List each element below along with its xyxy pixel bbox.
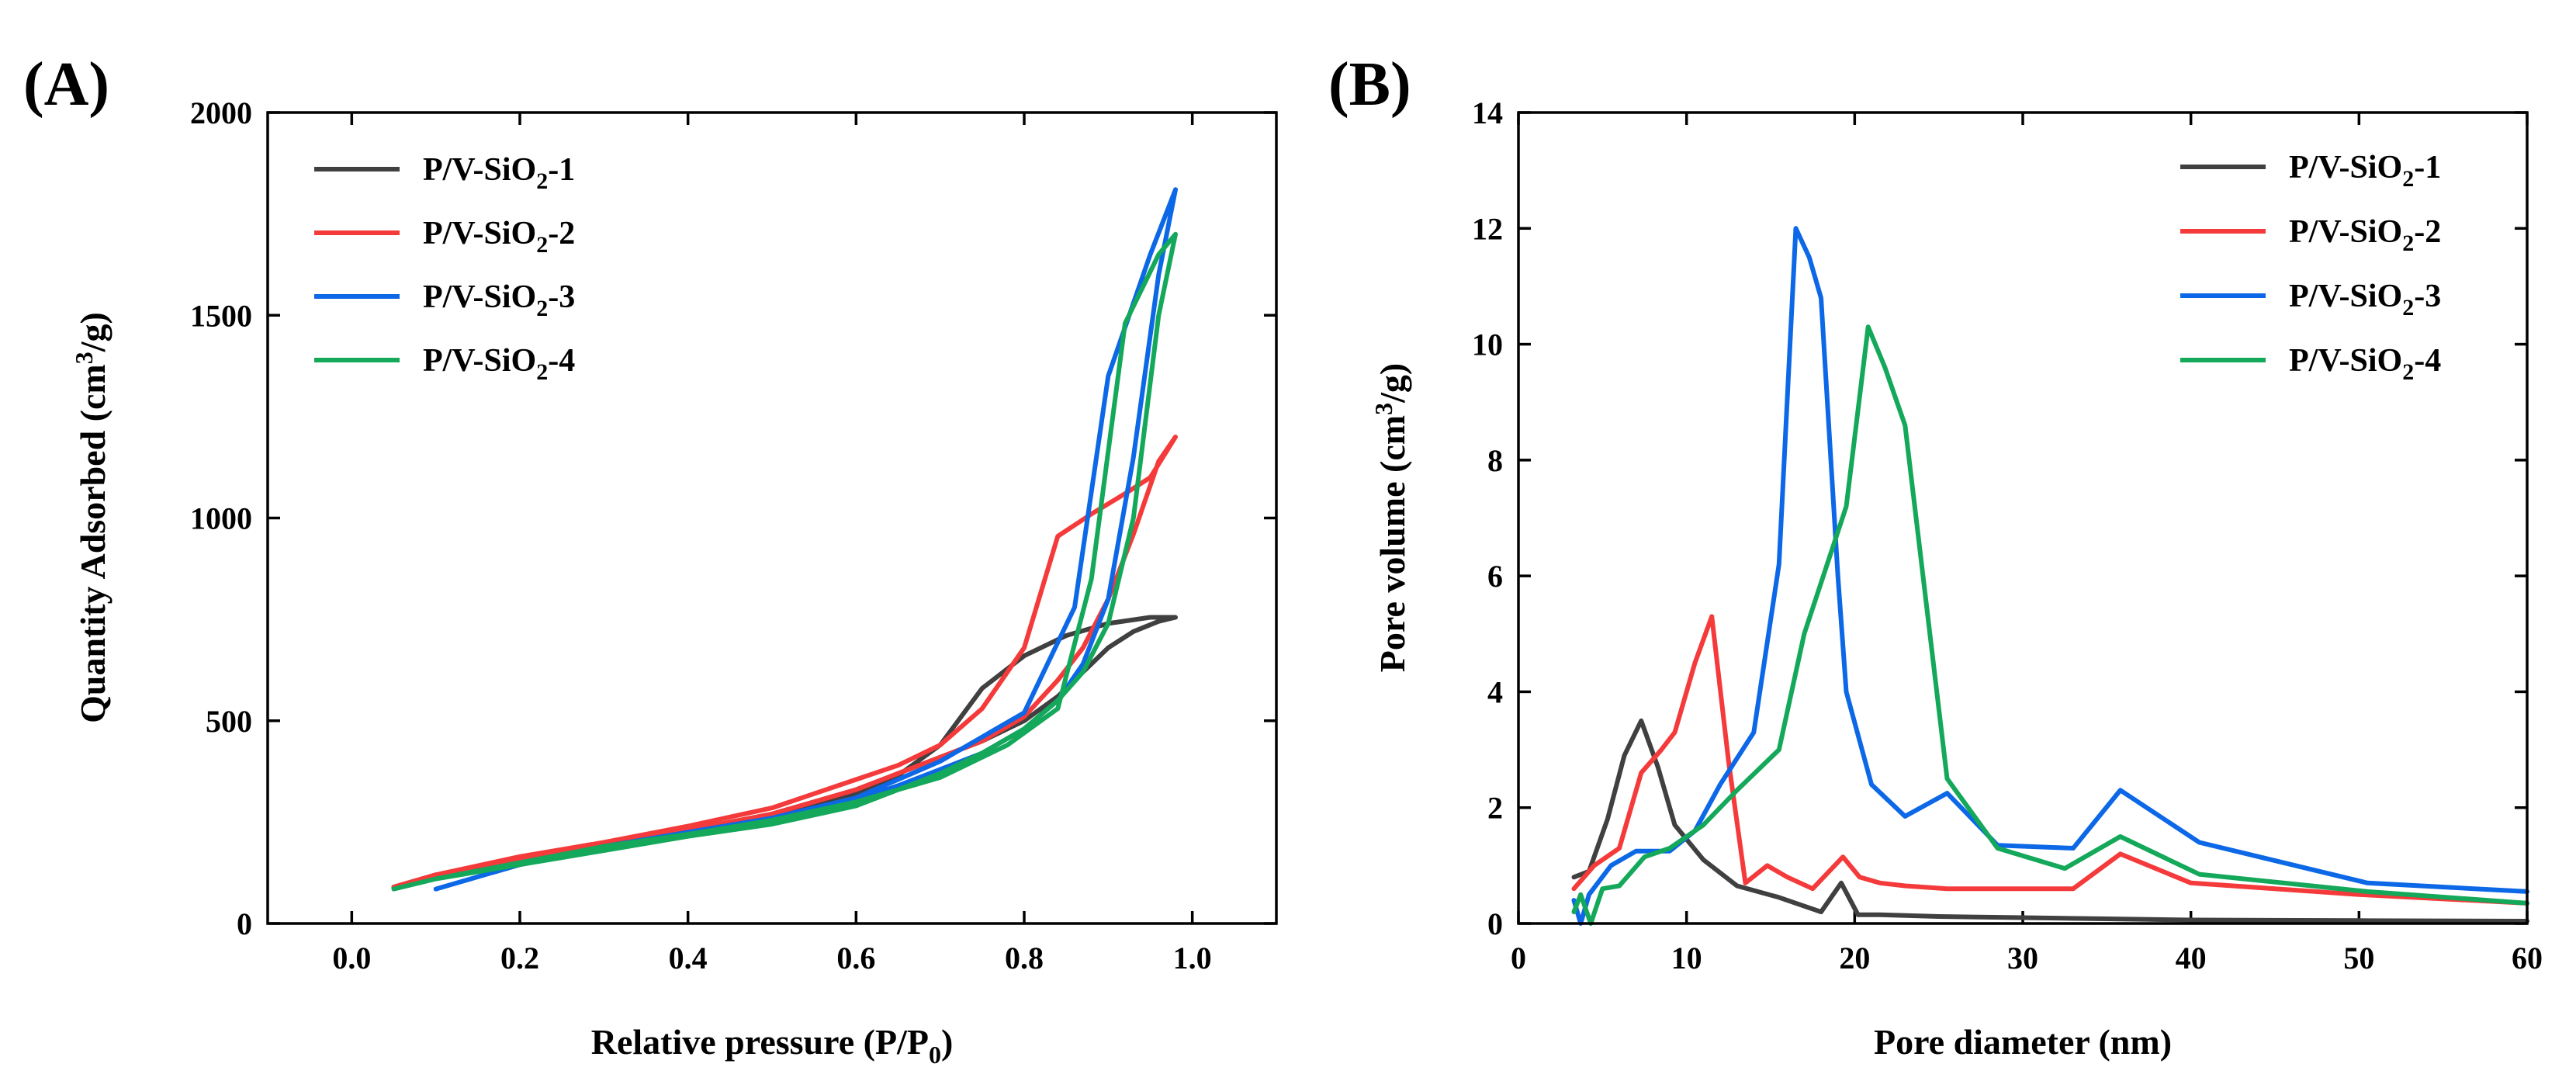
panel-b-ytick-label: 4 bbox=[1487, 674, 1503, 709]
panel-b-label: (B) bbox=[1328, 50, 1411, 119]
panel-b-ylabel: Pore volume (cm3/g) bbox=[1369, 363, 1412, 672]
panel-a-legend-label-4: P/V-SiO2-4 bbox=[423, 343, 575, 385]
panel-b-xtick-label: 20 bbox=[1839, 941, 1870, 975]
panel-a-xtick-label: 0.4 bbox=[669, 941, 708, 975]
panel-b-series-line-3 bbox=[1571, 226, 2529, 926]
panel-b-legend-label-4: P/V-SiO2-4 bbox=[2289, 343, 2441, 385]
panel-a-label: (A) bbox=[23, 50, 109, 119]
panel-a-xtick-label: 0.2 bbox=[500, 941, 539, 975]
panel-b-xtick-label: 60 bbox=[2512, 941, 2543, 975]
panel-a-series-line-3 bbox=[433, 187, 1178, 892]
panel-a-xtick-label: 0.0 bbox=[332, 941, 371, 975]
panel-b-xtick-label: 40 bbox=[2176, 941, 2207, 975]
panel-a-legend-label-2: P/V-SiO2-2 bbox=[423, 216, 575, 258]
panel-b-ytick-label: 8 bbox=[1487, 443, 1503, 478]
panel-a-xtick-label: 0.8 bbox=[1005, 941, 1044, 975]
panel-a-series-line-2 bbox=[391, 435, 1178, 889]
panel-b-frame bbox=[1517, 111, 2529, 925]
panel-a-ylabel: Quantity Adsorbed (cm3/g) bbox=[70, 312, 113, 723]
panel-b-ytick-label: 14 bbox=[1472, 95, 1503, 130]
panel-b-ticks: 0 10 20 30 40 50 60 0 2 4 6 8 10 12 14 bbox=[1472, 95, 2543, 975]
panel-a: (A) 0.0 0.2 0.4 0.6 0.8 1.0 0 500 1000 1500 2000 P… bbox=[23, 50, 1278, 1069]
panel-b-xtick-label: 50 bbox=[2343, 941, 2374, 975]
panel-a-ticks: 0.0 0.2 0.4 0.6 0.8 1.0 0 500 1000 1500 2000 bbox=[190, 95, 1276, 975]
panel-a-ytick-label: 1000 bbox=[190, 501, 252, 536]
panel-b-series bbox=[1571, 226, 2529, 926]
panel-a-series-line-4 bbox=[391, 231, 1178, 892]
panel-b-series-line-4 bbox=[1571, 324, 2529, 926]
panel-b-xtick-label: 10 bbox=[1671, 941, 1702, 975]
panel-b-ytick-label: 12 bbox=[1472, 211, 1503, 246]
panel-b-series-line-2 bbox=[1571, 614, 2529, 906]
panel-b-legend-label-1: P/V-SiO2-1 bbox=[2289, 150, 2441, 192]
panel-b-ytick-label: 6 bbox=[1487, 559, 1503, 594]
panel-b-series-line-1 bbox=[1571, 718, 2529, 923]
panel-a-xtick-label: 0.6 bbox=[836, 941, 875, 975]
panel-a-legend-label-1: P/V-SiO2-1 bbox=[423, 152, 575, 194]
panel-b-ytick-label: 2 bbox=[1487, 791, 1503, 826]
panel-a-frame bbox=[266, 111, 1278, 925]
panel-b-legend: P/V-SiO2-1 P/V-SiO2-2 P/V-SiO2-3 P/V-SiO2-4 bbox=[2180, 150, 2441, 385]
panel-b-xtick-label: 0 bbox=[1511, 941, 1526, 975]
panel-a-ytick-label: 2000 bbox=[190, 95, 252, 130]
panel-a-xtick-label: 1.0 bbox=[1173, 941, 1212, 975]
panel-b-ytick-label: 10 bbox=[1472, 327, 1503, 362]
panel-a-xlabel: Relative pressure (P/P0) bbox=[591, 1022, 954, 1069]
panel-a-ytick-label: 500 bbox=[206, 704, 252, 739]
panel-b-legend-label-3: P/V-SiO2-3 bbox=[2289, 279, 2441, 321]
panel-b-legend-label-2: P/V-SiO2-2 bbox=[2289, 214, 2441, 256]
panel-a-series-line-1 bbox=[391, 615, 1178, 889]
panel-a-legend: P/V-SiO2-1 P/V-SiO2-2 P/V-SiO2-3 P/V-SiO2-4 bbox=[314, 152, 575, 385]
panel-a-ytick-label: 0 bbox=[237, 906, 252, 941]
panel-a-series bbox=[391, 187, 1178, 892]
panel-b-ytick-label: 0 bbox=[1487, 906, 1503, 941]
panel-b-xlabel: Pore diameter (nm) bbox=[1874, 1022, 2172, 1062]
panel-b-xtick-label: 30 bbox=[2007, 941, 2038, 975]
panel-a-legend-label-3: P/V-SiO2-3 bbox=[423, 279, 575, 321]
panel-a-ytick-label: 1500 bbox=[190, 298, 252, 333]
